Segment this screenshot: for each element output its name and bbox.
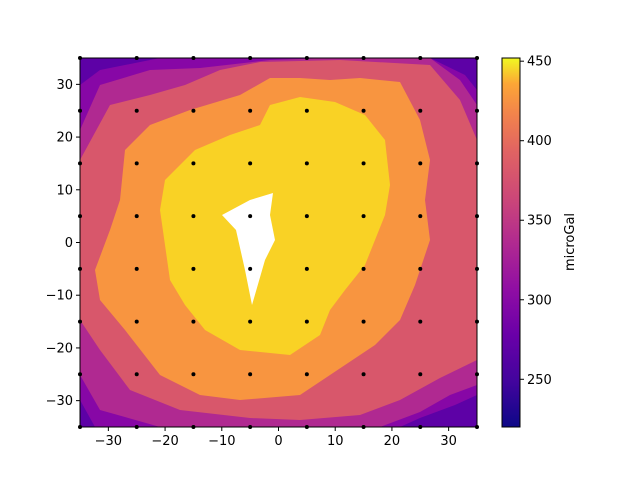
station-point bbox=[134, 319, 139, 324]
station-point bbox=[191, 108, 196, 113]
station-point bbox=[418, 266, 423, 271]
station-point bbox=[191, 319, 196, 324]
y-tick-label: 30 bbox=[56, 78, 73, 93]
y-tick-label: −30 bbox=[46, 394, 73, 409]
y-tick-label: −20 bbox=[46, 341, 73, 356]
x-tick-label: −20 bbox=[151, 434, 178, 449]
station-point bbox=[361, 214, 366, 219]
x-tick-label: −10 bbox=[208, 434, 235, 449]
station-point bbox=[304, 266, 309, 271]
y-tick-label: 10 bbox=[56, 183, 73, 198]
y-axis: −30 −20 −10 0 10 20 30 bbox=[46, 78, 80, 409]
colorbar-tick-label: 350 bbox=[527, 214, 552, 229]
x-tick-label: 30 bbox=[440, 434, 457, 449]
station-point bbox=[304, 214, 309, 219]
station-point bbox=[361, 266, 366, 271]
station-point bbox=[418, 214, 423, 219]
station-point bbox=[361, 319, 366, 324]
x-axis: −30 −20 −10 0 10 20 30 bbox=[95, 427, 457, 449]
station-point bbox=[418, 372, 423, 377]
station-point bbox=[418, 161, 423, 166]
station-point bbox=[191, 266, 196, 271]
y-tick-label: −10 bbox=[46, 289, 73, 304]
station-point bbox=[248, 319, 253, 324]
colorbar-tick-label: 400 bbox=[527, 134, 552, 149]
station-point bbox=[248, 266, 253, 271]
station-point bbox=[134, 108, 139, 113]
station-point bbox=[191, 161, 196, 166]
station-point bbox=[361, 108, 366, 113]
colorbar-tick-label: 450 bbox=[527, 55, 552, 70]
station-point bbox=[304, 319, 309, 324]
station-point bbox=[191, 214, 196, 219]
x-tick-label: 20 bbox=[384, 434, 401, 449]
contour-band-452 bbox=[222, 193, 275, 305]
station-point bbox=[361, 372, 366, 377]
station-point bbox=[418, 108, 423, 113]
x-tick-label: −30 bbox=[95, 434, 122, 449]
colorbar-gradient bbox=[501, 57, 521, 428]
station-point bbox=[304, 372, 309, 377]
station-point bbox=[304, 108, 309, 113]
station-point bbox=[134, 266, 139, 271]
x-tick-label: 10 bbox=[327, 434, 344, 449]
y-tick-label: 20 bbox=[56, 131, 73, 146]
contour-fill bbox=[80, 58, 477, 427]
station-point bbox=[248, 161, 253, 166]
station-point bbox=[134, 161, 139, 166]
station-point bbox=[418, 319, 423, 324]
colorbar-tick-label: 300 bbox=[527, 293, 552, 308]
y-tick-label: 0 bbox=[65, 236, 73, 251]
x-tick-label: 0 bbox=[274, 434, 282, 449]
colorbar-label: microGal bbox=[563, 213, 578, 271]
station-point bbox=[191, 372, 196, 377]
station-point bbox=[248, 108, 253, 113]
station-point bbox=[361, 161, 366, 166]
colorbar-ticks: 250 300 350 400 450 bbox=[520, 55, 552, 388]
colorbar-tick-label: 250 bbox=[527, 373, 552, 388]
station-point bbox=[304, 161, 309, 166]
station-point bbox=[248, 214, 253, 219]
colorbar: 250 300 350 400 450 microGal bbox=[501, 55, 578, 428]
station-point bbox=[134, 214, 139, 219]
station-point bbox=[248, 372, 253, 377]
contour-band-420 bbox=[160, 97, 390, 355]
station-point bbox=[134, 372, 139, 377]
